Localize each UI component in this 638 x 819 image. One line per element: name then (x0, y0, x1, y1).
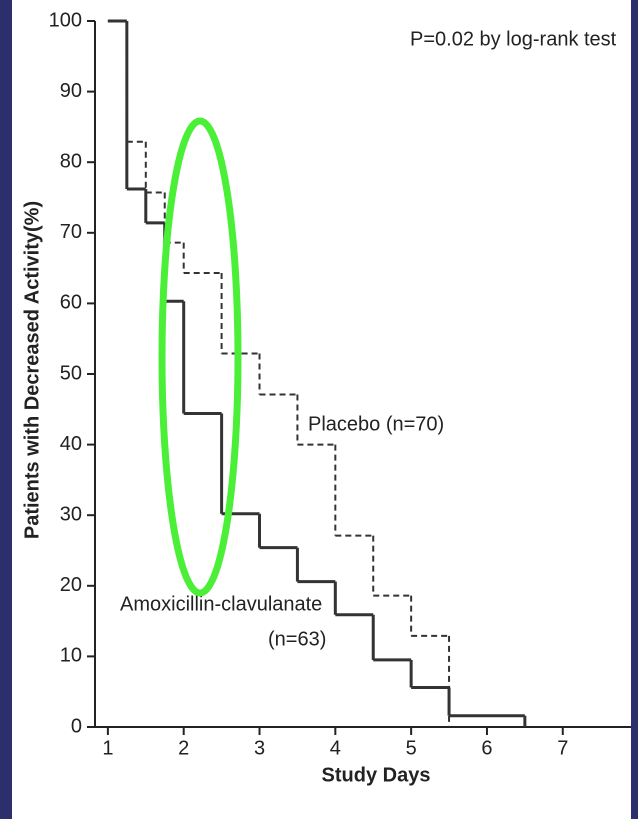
y-tick-label: 30 (60, 503, 82, 525)
x-tick-label: 7 (557, 737, 568, 759)
right-border (631, 0, 638, 819)
y-tick-label: 10 (60, 645, 82, 667)
annotation: Placebo (n=70) (308, 413, 444, 435)
x-tick-label: 6 (481, 737, 492, 759)
y-tick-label: 90 (60, 80, 82, 102)
y-tick-label: 0 (71, 715, 82, 737)
y-axis-label: Patients with Decreased Activity(%) (21, 201, 43, 539)
plot-area: 0 10 20 30 40 50 60 70 80 90 100 1 2 3 4 5 6 7 (49, 9, 631, 759)
y-tick-label: 70 (60, 221, 82, 243)
y-tick-label: 60 (60, 292, 82, 314)
y-tick-label: 20 (60, 574, 82, 596)
x-tick-label: 2 (178, 737, 189, 759)
annotation: P=0.02 by log-rank test (410, 28, 617, 50)
highlight-ellipse (158, 117, 242, 597)
y-tick-label: 50 (60, 362, 82, 384)
y-tick-label: 100 (49, 9, 82, 31)
x-axis-label: Study Days (322, 764, 431, 786)
annotation: (n=63) (268, 628, 326, 650)
annotation: Amoxicillin-clavulanate (120, 593, 322, 615)
x-tick-label: 1 (102, 737, 113, 759)
y-tick-label: 80 (60, 150, 82, 172)
y-tick-label: 40 (60, 433, 82, 455)
x-tick-label: 3 (254, 737, 265, 759)
left-border (0, 0, 12, 819)
x-tick-label: 5 (406, 737, 417, 759)
x-tick-label: 4 (330, 737, 341, 759)
